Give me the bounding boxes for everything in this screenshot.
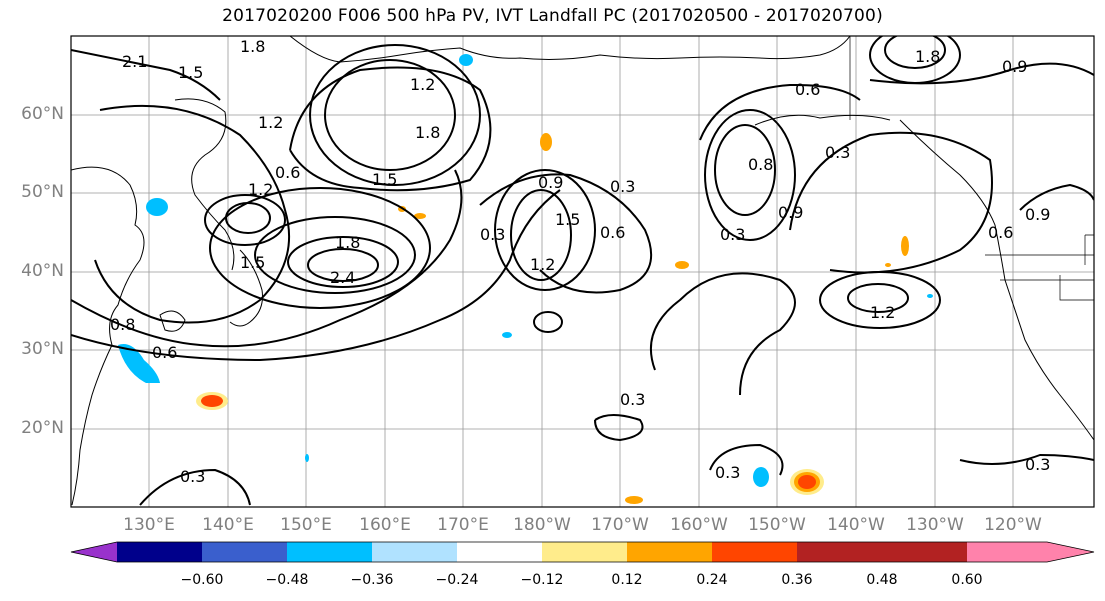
contour-label: 0.6 xyxy=(152,343,177,362)
lat-label: 50°N xyxy=(21,182,64,202)
contour-label: 0.3 xyxy=(180,467,205,486)
contour-label: 0.9 xyxy=(778,203,803,222)
colorbar-tick: −0.36 xyxy=(350,572,394,588)
contour-label: 1.2 xyxy=(258,113,283,132)
contour-label: 1.2 xyxy=(530,255,555,274)
contour-label: 1.5 xyxy=(555,210,580,229)
contour-label: 1.2 xyxy=(248,180,273,199)
colorbar-segment xyxy=(202,542,287,562)
lon-label: 150°W xyxy=(748,515,806,535)
colorbar-tick: −0.24 xyxy=(435,572,479,588)
contour-label: 1.8 xyxy=(915,47,940,66)
map-border xyxy=(70,35,1095,508)
lon-label: 170°W xyxy=(591,515,649,535)
lon-label: 150°E xyxy=(280,515,332,535)
colorbar-tick: 0.60 xyxy=(951,572,983,588)
contour-label: 1.2 xyxy=(410,75,435,94)
colorbar-segment xyxy=(542,542,627,562)
ivt-shading xyxy=(118,54,933,504)
contour-label: 0.6 xyxy=(988,223,1013,242)
map-title: 2017020200 F006 500 hPa PV, IVT Landfall… xyxy=(222,6,883,26)
contour-labels: 2.1 1.5 1.8 1.2 1.8 1.2 0.6 1.5 1.2 1.8 … xyxy=(110,37,1050,486)
contour-label: 0.3 xyxy=(1025,455,1050,474)
contour-label: 1.8 xyxy=(335,233,360,252)
contour-label: 1.5 xyxy=(178,63,203,82)
colorbar-segment xyxy=(797,542,882,562)
lat-label: 30°N xyxy=(21,339,64,359)
lon-label: 120°W xyxy=(984,515,1042,535)
pv-contours xyxy=(71,36,1094,506)
coastlines xyxy=(71,36,1094,506)
contour-label: 1.8 xyxy=(415,123,440,142)
colorbar-segment xyxy=(712,542,797,562)
contour-label: 0.9 xyxy=(538,173,563,192)
colorbar-segment xyxy=(882,542,967,562)
contour-label: 0.8 xyxy=(748,155,773,174)
colorbar-extend-left xyxy=(71,542,117,562)
lon-label: 140°W xyxy=(827,515,885,535)
contour-label: 0.3 xyxy=(480,225,505,244)
lon-label: 180°W xyxy=(513,515,571,535)
contour-label: 2.1 xyxy=(122,52,147,71)
contour-label: 0.8 xyxy=(110,315,135,334)
lon-label: 130°E xyxy=(123,515,175,535)
colorbar-segment xyxy=(117,542,202,562)
lon-label: 140°E xyxy=(202,515,254,535)
colorbar-segment xyxy=(372,542,457,562)
lon-label: 160°W xyxy=(670,515,728,535)
colorbar-tick: 0.48 xyxy=(866,572,898,588)
lat-label: 60°N xyxy=(21,104,64,124)
colorbar-tick: −0.12 xyxy=(520,572,564,588)
contour-label: 0.3 xyxy=(825,143,850,162)
contour-label: 1.2 xyxy=(870,303,895,322)
colorbar-segment xyxy=(457,542,542,562)
contour-label: 1.5 xyxy=(240,253,265,272)
colorbar-tick: −0.48 xyxy=(265,572,309,588)
colorbar-segment xyxy=(287,542,372,562)
contour-label: 0.3 xyxy=(715,463,740,482)
contour-label: 2.4 xyxy=(330,268,355,287)
contour-label: 0.9 xyxy=(1025,205,1050,224)
contour-label: 0.6 xyxy=(600,223,625,242)
contour-label: 0.3 xyxy=(610,177,635,196)
contour-label: 0.6 xyxy=(795,80,820,99)
lon-label: 170°E xyxy=(437,515,489,535)
map-area xyxy=(71,36,1094,507)
colorbar-tick: 0.24 xyxy=(696,572,728,588)
colorbar-tick: 0.12 xyxy=(611,572,643,588)
contour-label: 1.5 xyxy=(372,170,397,189)
lon-label: 160°E xyxy=(359,515,411,535)
colorbar-tick: −0.60 xyxy=(180,572,224,588)
colorbar-tick: 0.36 xyxy=(781,572,813,588)
contour-label: 1.8 xyxy=(240,37,265,56)
political-boundaries xyxy=(849,36,1094,301)
contour-label: 0.3 xyxy=(620,390,645,409)
lon-label: 130°W xyxy=(906,515,964,535)
contour-label: 0.9 xyxy=(1002,57,1027,76)
lat-label: 20°N xyxy=(21,418,64,438)
lat-label: 40°N xyxy=(21,261,64,281)
colorbar xyxy=(70,541,1095,563)
contour-label: 0.3 xyxy=(720,225,745,244)
contour-label: 0.6 xyxy=(275,163,300,182)
colorbar-segment xyxy=(627,542,712,562)
